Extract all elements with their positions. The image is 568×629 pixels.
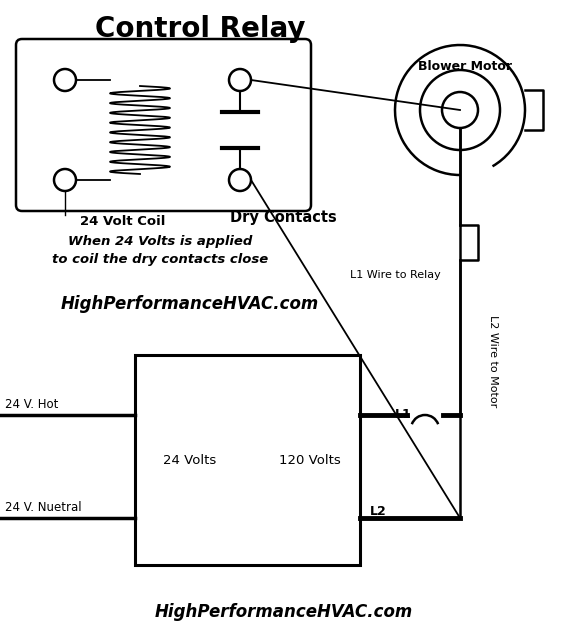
Text: HighPerformanceHVAC.com: HighPerformanceHVAC.com <box>155 603 413 621</box>
FancyBboxPatch shape <box>16 39 311 211</box>
Text: L2: L2 <box>370 505 387 518</box>
Text: Blower Motor: Blower Motor <box>418 60 512 73</box>
Text: 120 Volts: 120 Volts <box>279 454 341 467</box>
Text: to coil the dry contacts close: to coil the dry contacts close <box>52 253 268 266</box>
Text: 24 V. Nuetral: 24 V. Nuetral <box>5 501 82 514</box>
Text: L1: L1 <box>395 408 412 421</box>
Bar <box>135 355 360 565</box>
Text: 24 Volts: 24 Volts <box>164 454 216 467</box>
Text: When 24 Volts is applied: When 24 Volts is applied <box>68 235 252 248</box>
Text: Control Relay: Control Relay <box>95 15 305 43</box>
Text: L1 Wire to Relay: L1 Wire to Relay <box>350 270 441 280</box>
Text: Dry Contacts: Dry Contacts <box>230 210 337 225</box>
Text: 24 V. Hot: 24 V. Hot <box>5 398 59 411</box>
Text: 24 Volt Coil: 24 Volt Coil <box>80 215 165 228</box>
Text: HighPerformanceHVAC.com: HighPerformanceHVAC.com <box>61 295 319 313</box>
Text: L2 Wire to Motor: L2 Wire to Motor <box>488 315 498 407</box>
